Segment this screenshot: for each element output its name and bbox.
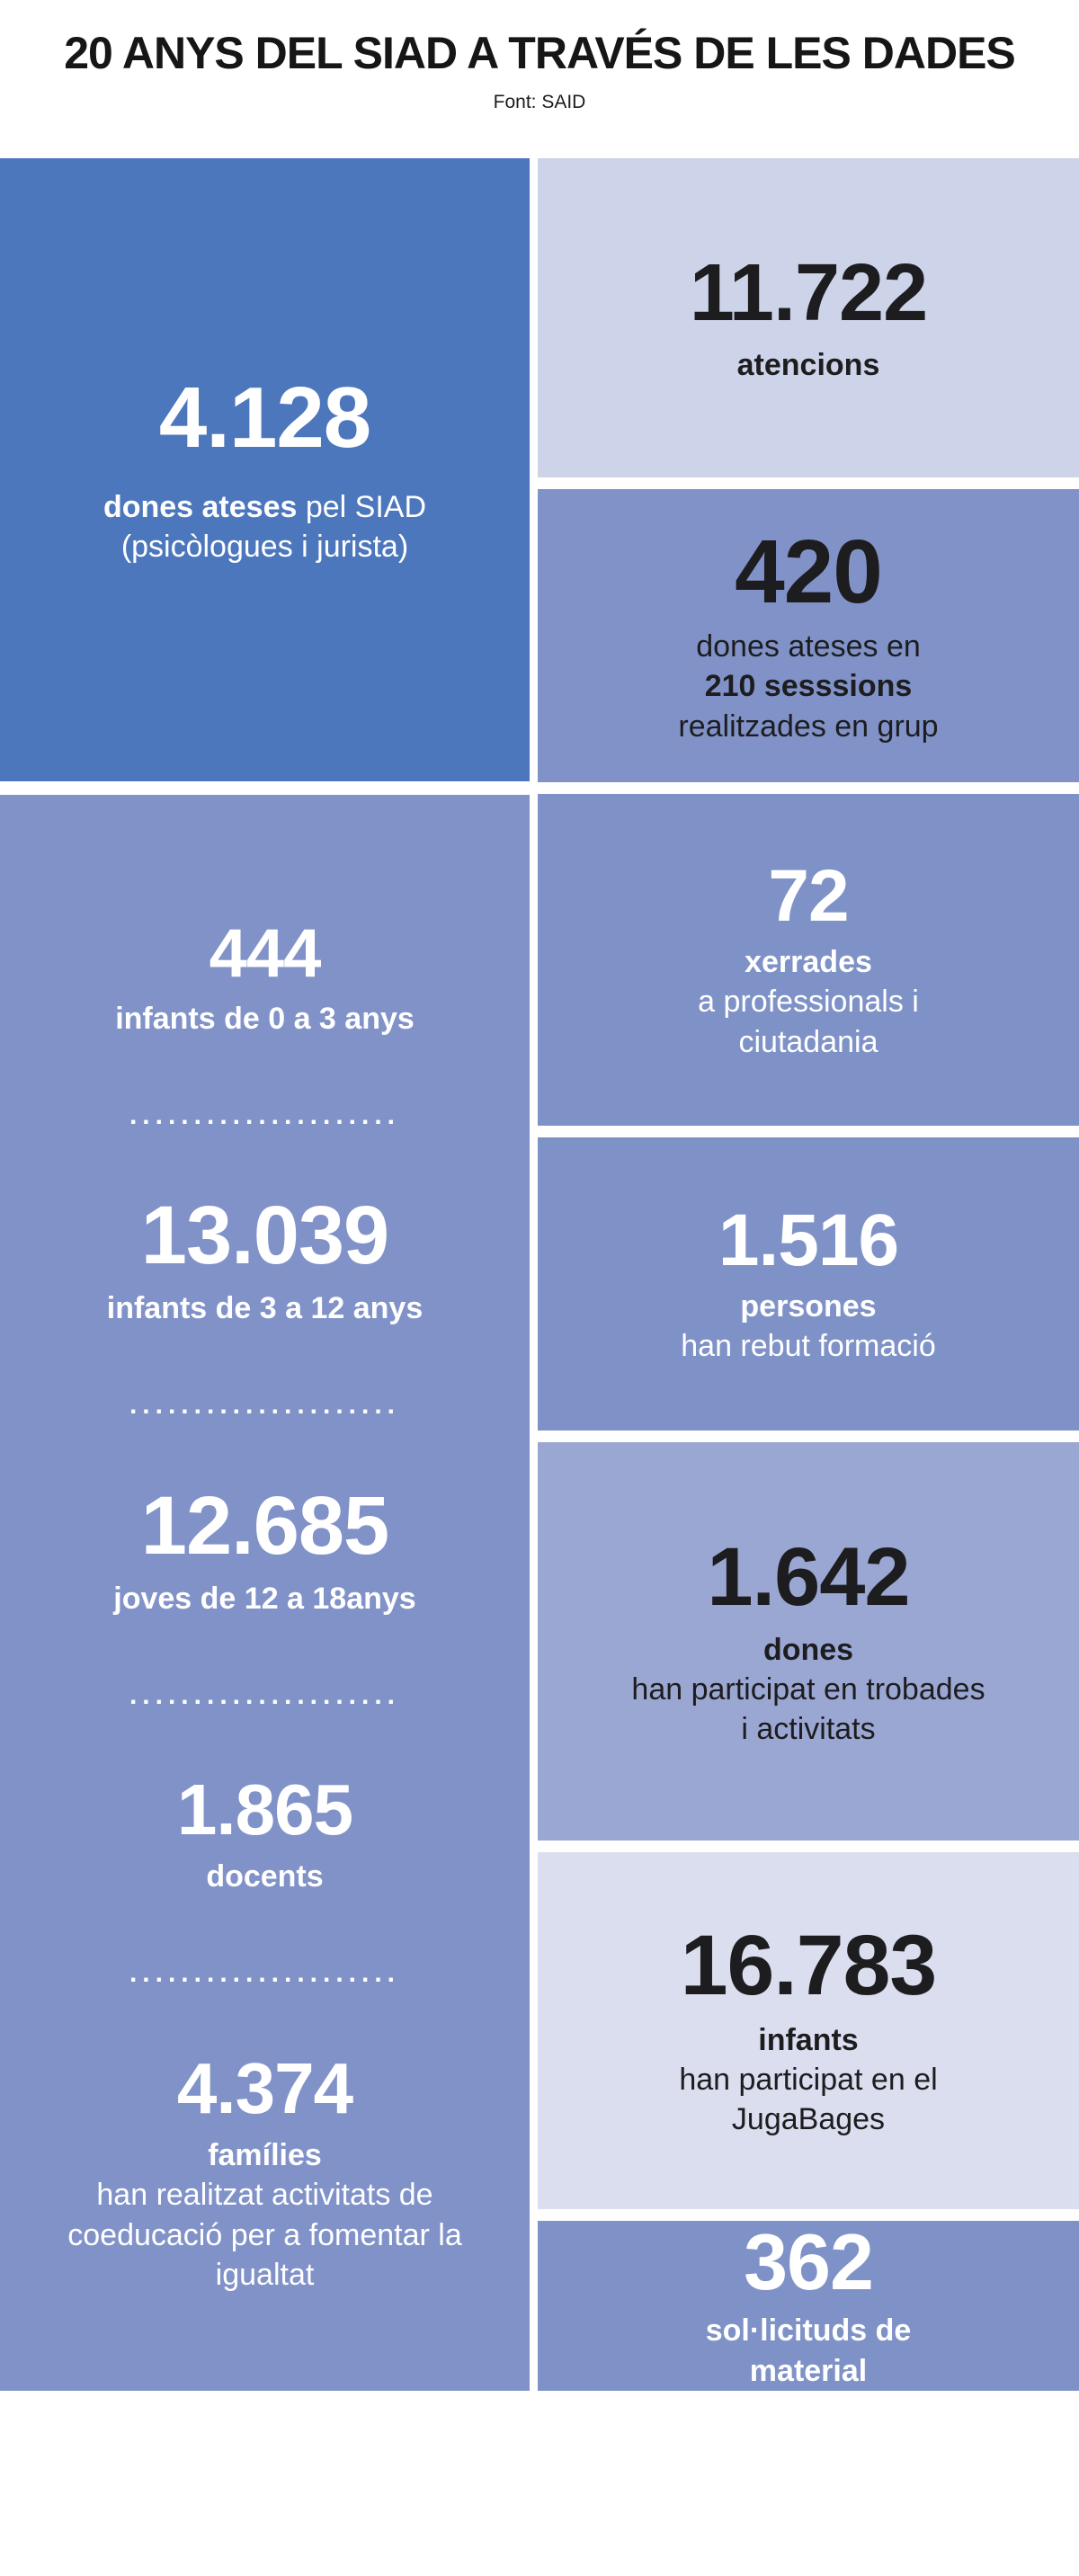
stat-item-joves-12-18: 12.685 joves de 12 a 18anys	[113, 1483, 415, 1618]
stat-item-infants-3-12: 13.039 infants de 3 a 12 anys	[107, 1192, 424, 1328]
stat-label: atencions	[736, 347, 880, 382]
stat-label: infants de 3 a 12 anys	[106, 1291, 424, 1326]
stat-label: infants de 0 a 3 anys	[115, 1001, 415, 1036]
stat-number: 4.374	[176, 2048, 353, 2129]
stat-number: 362	[744, 2217, 874, 2306]
stat-text-line3: realitzades en grup	[678, 709, 939, 744]
stat-label: xerrades	[745, 945, 872, 980]
left-column: 4.128 dones ateses pel SIAD (psicòlogues…	[0, 158, 530, 2391]
source-note: Font: SAID	[493, 92, 586, 112]
right-column: 11.722 atencions 420 dones ateses en 210…	[538, 158, 1079, 2391]
stat-description: han realitzat activitats de coeducació p…	[67, 2178, 462, 2292]
dotted-separator: .....................	[129, 1680, 401, 1710]
stat-label: dones	[762, 1632, 854, 1667]
stat-number: 444	[209, 914, 322, 992]
stat-box-trobades: 1.642 dones han participat en trobades i…	[538, 1442, 1079, 1841]
stat-number: 1.865	[176, 1769, 353, 1850]
stat-item-docents: 1.865 docents	[176, 1769, 353, 1896]
stat-description: han participat en trobades i activitats	[631, 1671, 985, 1746]
stat-text-line1: dones ateses en	[696, 629, 921, 664]
stat-label: persones	[740, 1288, 877, 1324]
dotted-separator: .....................	[129, 1390, 401, 1421]
dotted-separator: .....................	[129, 1100, 401, 1130]
stat-label: dones ateses pel SIAD	[103, 487, 426, 527]
stat-label-bold: dones ateses	[103, 489, 298, 524]
stat-box-atencions: 11.722 atencions	[538, 158, 1079, 477]
stat-box-sessions-grup: 420 dones ateses en 210 sesssions realit…	[538, 489, 1079, 782]
stat-item-families: 4.374 famílies han realitzat activitats …	[67, 2051, 463, 2295]
stat-description: han participat en el JugaBages	[679, 2063, 938, 2137]
stat-box-jugabages: 16.783 infants han participat en el Juga…	[538, 1852, 1079, 2209]
stat-number: 12.685	[140, 1479, 389, 1572]
stat-label: docents	[206, 1859, 324, 1894]
stat-label: joves de 12 a 18anys	[113, 1581, 416, 1616]
stat-number: 4.128	[158, 369, 371, 466]
dotted-separator: .....................	[129, 1958, 401, 1989]
stat-number: 72	[768, 855, 849, 938]
stat-box-material: 362 sol·licituds de material	[538, 2217, 1079, 2391]
stats-grid: 4.128 dones ateses pel SIAD (psicòlogues…	[0, 158, 1079, 2391]
stat-number: 11.722	[689, 248, 928, 339]
stat-label: infants	[758, 2023, 859, 2058]
stat-number: 13.039	[140, 1190, 389, 1282]
stat-number: 16.783	[680, 1918, 938, 2014]
stat-description: han rebut formació	[681, 1329, 936, 1364]
stat-label: famílies	[208, 2138, 322, 2173]
stat-label-line2: (psicòlogues i jurista)	[120, 529, 409, 564]
stat-number: 1.642	[707, 1530, 910, 1623]
stat-box-infants-joves: 444 infants de 0 a 3 anys ..............…	[0, 795, 530, 2391]
stat-description: a professionals i ciutadania	[698, 985, 919, 1059]
stat-box-xerrades: 72 xerrades a professionals i ciutadania	[538, 794, 1079, 1126]
stat-box-formacio: 1.516 persones han rebut formació	[538, 1137, 1079, 1431]
stat-item-infants-0-3: 444 infants de 0 a 3 anys	[115, 918, 415, 1038]
header: 20 ANYS DEL SIAD A TRAVÉS DE LES DADES F…	[0, 0, 1079, 158]
stat-label-rest: pel SIAD	[297, 489, 427, 524]
stat-label: sol·licituds de material	[705, 2313, 912, 2388]
page-title: 20 ANYS DEL SIAD A TRAVÉS DE LES DADES	[64, 28, 1016, 78]
stat-text-line2-bold: 210 sesssions	[704, 669, 913, 704]
stat-number: 420	[735, 521, 883, 623]
stat-number: 1.516	[718, 1199, 899, 1281]
stat-box-dones-ateses: 4.128 dones ateses pel SIAD (psicòlogues…	[0, 158, 530, 781]
